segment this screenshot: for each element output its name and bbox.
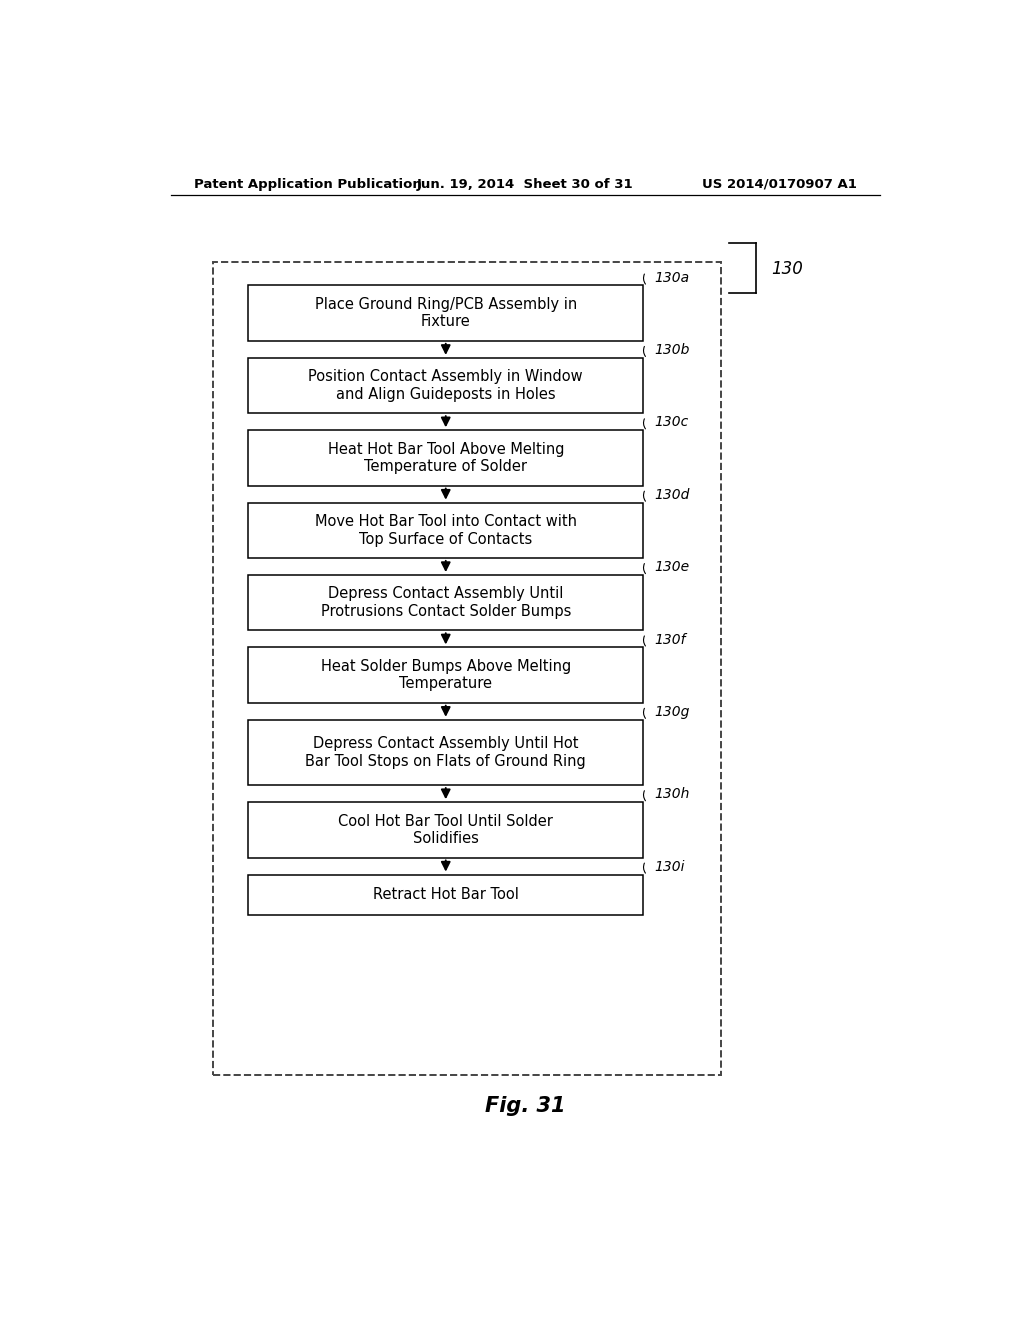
Text: Place Ground Ring/PCB Assembly in
Fixture: Place Ground Ring/PCB Assembly in Fixtur… <box>314 297 577 330</box>
Text: US 2014/0170907 A1: US 2014/0170907 A1 <box>701 178 856 190</box>
Bar <box>248 430 643 486</box>
Bar <box>213 263 721 1074</box>
Text: 130g: 130g <box>654 705 689 719</box>
Bar <box>248 647 643 702</box>
Bar <box>248 503 643 558</box>
Bar <box>248 285 643 341</box>
Text: 130a: 130a <box>654 271 689 285</box>
Text: Move Hot Bar Tool into Contact with
Top Surface of Contacts: Move Hot Bar Tool into Contact with Top … <box>314 513 577 546</box>
Bar <box>248 875 643 915</box>
Bar <box>248 803 643 858</box>
Text: Jun. 19, 2014  Sheet 30 of 31: Jun. 19, 2014 Sheet 30 of 31 <box>417 178 633 190</box>
Text: 130b: 130b <box>654 343 689 358</box>
Text: 130e: 130e <box>654 560 689 574</box>
Text: 130d: 130d <box>654 488 689 502</box>
Text: Depress Contact Assembly Until Hot
Bar Tool Stops on Flats of Ground Ring: Depress Contact Assembly Until Hot Bar T… <box>305 737 586 768</box>
Text: Retract Hot Bar Tool: Retract Hot Bar Tool <box>373 887 519 902</box>
Text: Cool Hot Bar Tool Until Solder
Solidifies: Cool Hot Bar Tool Until Solder Solidifie… <box>338 813 553 846</box>
Text: Depress Contact Assembly Until
Protrusions Contact Solder Bumps: Depress Contact Assembly Until Protrusio… <box>321 586 571 619</box>
Text: 130i: 130i <box>654 859 685 874</box>
Text: 130h: 130h <box>654 787 689 801</box>
Text: Heat Solder Bumps Above Melting
Temperature: Heat Solder Bumps Above Melting Temperat… <box>321 659 570 692</box>
Text: Heat Hot Bar Tool Above Melting
Temperature of Solder: Heat Hot Bar Tool Above Melting Temperat… <box>328 442 564 474</box>
Text: 130c: 130c <box>654 416 688 429</box>
Bar <box>248 358 643 413</box>
Text: Patent Application Publication: Patent Application Publication <box>194 178 422 190</box>
Text: Position Contact Assembly in Window
and Align Guideposts in Holes: Position Contact Assembly in Window and … <box>308 370 583 401</box>
Text: 130f: 130f <box>654 632 686 647</box>
Text: 130: 130 <box>771 260 803 277</box>
Bar <box>248 576 643 631</box>
Bar <box>248 719 643 785</box>
Text: Fig. 31: Fig. 31 <box>484 1096 565 1115</box>
